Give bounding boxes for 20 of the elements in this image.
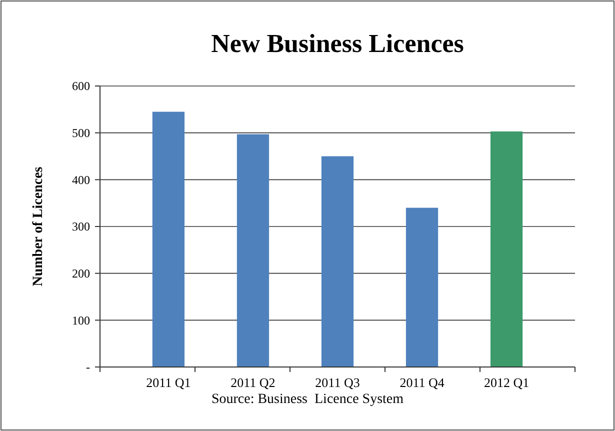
y-tick-label: 200 [72, 266, 90, 281]
y-tick-label: 400 [72, 172, 90, 187]
source-note: Source: Business Licence System [211, 392, 404, 407]
y-axis-title: Number of Licences [31, 166, 46, 286]
x-tick-label: 2011 Q2 [230, 375, 276, 390]
bar [236, 134, 270, 367]
x-tick-label: 2011 Q3 [315, 375, 360, 390]
y-tick-label: 300 [72, 220, 90, 234]
x-tick-label: 2012 Q1 [484, 375, 530, 390]
y-tick-label: 600 [72, 79, 90, 94]
x-tick-label: 2011 Q1 [146, 375, 191, 390]
bar [406, 208, 438, 367]
y-tick-label: - [86, 360, 90, 374]
chart-title: New Business Licences [211, 29, 464, 58]
bar [321, 156, 354, 367]
y-tick-label: 500 [72, 126, 90, 140]
x-tick-label: 2011 Q4 [400, 375, 445, 390]
bar [490, 131, 523, 367]
y-tick-label: 100 [72, 313, 90, 328]
bar [152, 112, 185, 367]
